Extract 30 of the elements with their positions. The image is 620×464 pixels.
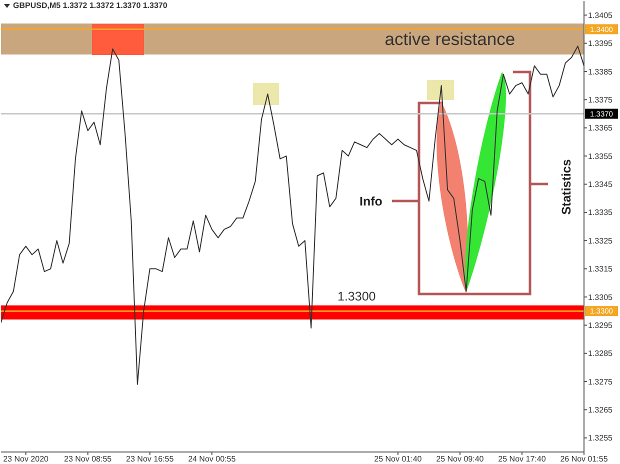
band-label: 1.3300 <box>338 289 376 304</box>
y-tick-label: 1.3335 <box>588 208 614 218</box>
line-series <box>1 46 584 385</box>
y-tick-label: 1.3295 <box>588 320 614 330</box>
y-tick-label: 1.3365 <box>588 124 614 133</box>
y-tick-label: 1.3275 <box>588 377 614 386</box>
chart-title: GBPUSD,M5 1.3372 1.3372 1.3370 1.3370 <box>13 1 168 11</box>
band-label: active resistance <box>384 29 516 50</box>
y-tick-label: 1.3355 <box>588 152 614 161</box>
x-tick-label: 23 Nov 08:55 <box>64 454 112 464</box>
y-tick-label: 1.3325 <box>588 236 614 246</box>
y-tick-label: 1.3305 <box>588 292 614 302</box>
y-tick-label: 1.3405 <box>588 10 614 20</box>
x-tick-label: 26 Nov 01:55 <box>560 454 608 464</box>
y-tick-label: 1.3395 <box>588 39 614 48</box>
x-tick-label: 23 Nov 16:55 <box>126 454 174 464</box>
annotation: Statistics <box>559 159 574 215</box>
x-tick-label: 25 Nov 09:40 <box>436 454 484 464</box>
x-tick-label: 24 Nov 00:55 <box>188 454 236 464</box>
y-tick-label: 1.3285 <box>588 349 614 358</box>
x-tick-label: 23 Nov 2020 <box>3 454 50 464</box>
y-tick-label: 1.3265 <box>588 406 614 415</box>
y-tick-label: 1.3255 <box>588 434 614 443</box>
annotation: Info <box>360 194 383 208</box>
x-tick-label: 25 Nov 17:40 <box>498 454 546 464</box>
y-tick-label: 1.3375 <box>588 95 614 104</box>
y-tick-label: 1.3385 <box>588 67 614 76</box>
x-tick-label: 25 Nov 01:40 <box>374 454 422 464</box>
y-tick-label: 1.3345 <box>588 180 614 190</box>
y-tick-label: 1.3315 <box>588 264 614 274</box>
